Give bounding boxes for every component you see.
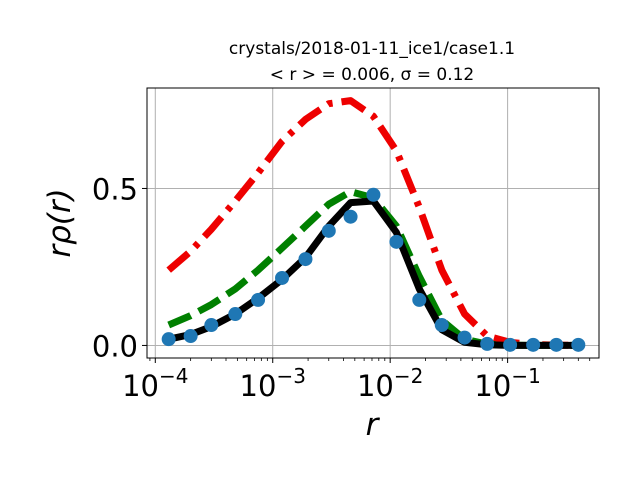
series-line-solid	[167, 197, 579, 349]
data-point	[204, 318, 219, 333]
series-layer	[161, 97, 586, 352]
data-point	[161, 332, 176, 347]
x-tick-label: 10−4	[122, 364, 188, 403]
data-point	[366, 187, 381, 202]
data-point	[412, 292, 427, 307]
x-tick-exponent: −1	[511, 364, 540, 388]
data-point	[434, 318, 449, 333]
data-point	[549, 337, 564, 352]
y-tick-label: 0.5	[92, 172, 138, 206]
series-line-dashdot	[166, 97, 579, 349]
chart-title: crystals/2018-01-11_ice1/case1.1	[229, 39, 515, 59]
data-point	[228, 307, 243, 322]
x-tick-exponent: −2	[394, 364, 423, 388]
ticks: 10−4 10−3 10−2 10−10.00.5	[92, 172, 591, 403]
x-tick-base: 10	[122, 369, 159, 403]
data-point	[503, 337, 518, 352]
x-tick-exponent: −4	[159, 364, 188, 388]
data-point	[526, 337, 541, 352]
x-tick-label: 10−3	[240, 364, 306, 403]
y-axis-label: rρ(r)	[42, 188, 78, 257]
x-tick-label: 10−2	[357, 364, 423, 403]
data-point	[321, 223, 336, 238]
x-tick-label: 10−1	[474, 364, 540, 403]
chart-subtitle: < r > = 0.006, σ = 0.12	[270, 65, 475, 85]
data-point	[571, 337, 586, 352]
data-point	[275, 270, 290, 285]
data-point	[480, 336, 495, 351]
x-tick-base: 10	[357, 369, 394, 403]
x-axis-label: r	[366, 407, 381, 443]
x-tick-base: 10	[240, 369, 277, 403]
data-point	[251, 292, 266, 307]
data-point	[298, 252, 313, 267]
plot-frame	[146, 87, 600, 359]
data-point	[343, 209, 358, 224]
y-tick-label: 0.0	[92, 329, 138, 363]
data-point	[389, 234, 404, 249]
data-point	[183, 329, 198, 344]
x-tick-exponent: −3	[276, 364, 305, 388]
data-point	[457, 330, 472, 345]
series-line-dashed	[167, 188, 579, 349]
x-tick-base: 10	[474, 369, 511, 403]
